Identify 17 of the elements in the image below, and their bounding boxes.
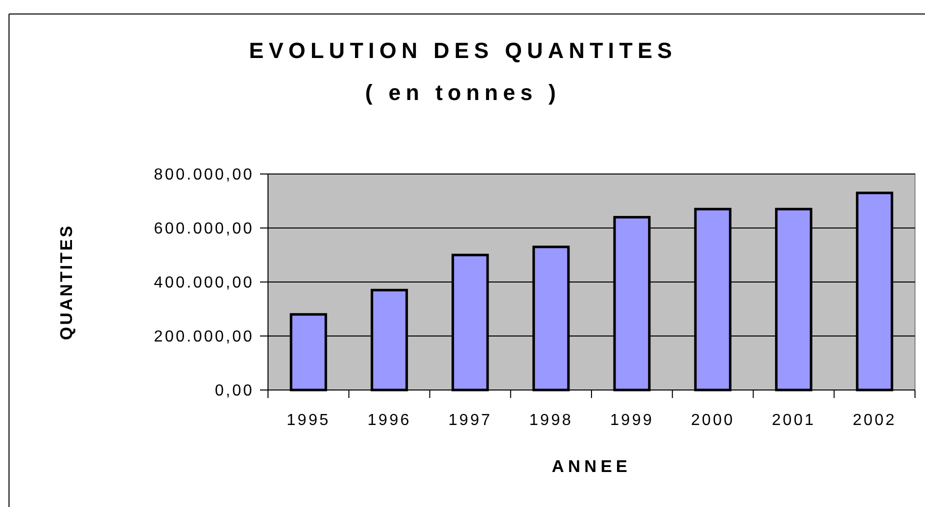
y-tick-label: 800.000,00: [154, 166, 254, 184]
x-tick-label: 2002: [852, 412, 896, 429]
chart-title: EVOLUTION DES QUANTITES: [249, 38, 677, 63]
x-tick-label: 1995: [286, 412, 330, 429]
x-tick-label: 2001: [772, 412, 816, 429]
x-tick-label: 1997: [448, 412, 492, 429]
y-tick-label: 200.000,00: [154, 328, 254, 346]
x-tick-label: 1998: [529, 412, 573, 429]
y-tick-label: 400.000,00: [154, 274, 254, 292]
x-tick-label: 2000: [691, 412, 735, 429]
y-tick-label: 0,00: [214, 382, 254, 400]
chart-subtitle: ( en tonnes ): [365, 80, 561, 105]
x-axis-title: ANNEE: [552, 457, 632, 476]
x-tick-label: 1996: [368, 412, 412, 429]
y-tick-label: 600.000,00: [154, 220, 254, 238]
x-tick-label: 1999: [610, 412, 654, 429]
y-axis-title: QUANTITES: [57, 224, 76, 340]
